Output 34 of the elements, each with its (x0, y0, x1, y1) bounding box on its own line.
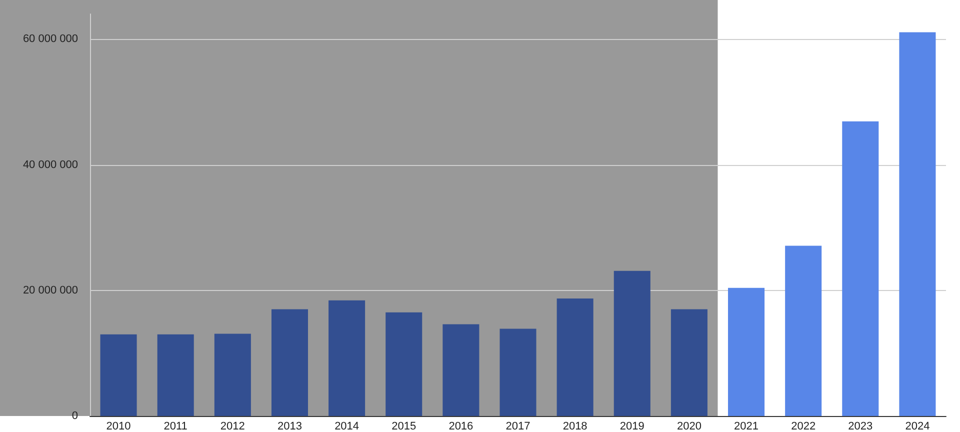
x-tick-label: 2011 (164, 420, 188, 432)
bar (670, 309, 708, 416)
x-tick-label: 2010 (106, 420, 131, 432)
bar (100, 334, 137, 416)
bar (442, 324, 480, 416)
bar (785, 246, 822, 416)
x-tick-label: 2022 (791, 420, 816, 432)
bar (899, 32, 936, 416)
y-tick-label: 0 (72, 410, 78, 422)
bar (214, 334, 251, 416)
bar (556, 298, 594, 416)
x-tick-label: 2016 (448, 420, 474, 432)
x-tick-label: 2013 (277, 420, 302, 432)
x-tick-label: 2021 (734, 420, 759, 432)
bar (271, 309, 308, 416)
y-tick-label: 40 000 000 (22, 158, 78, 171)
bar (842, 121, 879, 416)
bar (386, 312, 422, 416)
y-tick-label: 20 000 000 (22, 284, 78, 296)
x-tick-label: 2014 (334, 420, 360, 432)
bar (500, 328, 536, 416)
y-tick-label: 60 000 000 (22, 33, 78, 46)
x-tick-label: 2024 (905, 420, 930, 432)
bar (614, 270, 650, 416)
bar (328, 300, 366, 416)
x-tick-label: 2012 (220, 420, 245, 432)
x-tick-label: 2018 (562, 420, 588, 432)
x-tick-label: 2019 (620, 420, 644, 432)
x-tick-label: 2015 (392, 420, 416, 432)
bar (157, 334, 194, 416)
x-tick-label: 2023 (848, 420, 873, 432)
bar (728, 288, 765, 416)
x-tick-label: 2020 (676, 420, 702, 432)
x-tick-label: 2017 (506, 420, 530, 432)
